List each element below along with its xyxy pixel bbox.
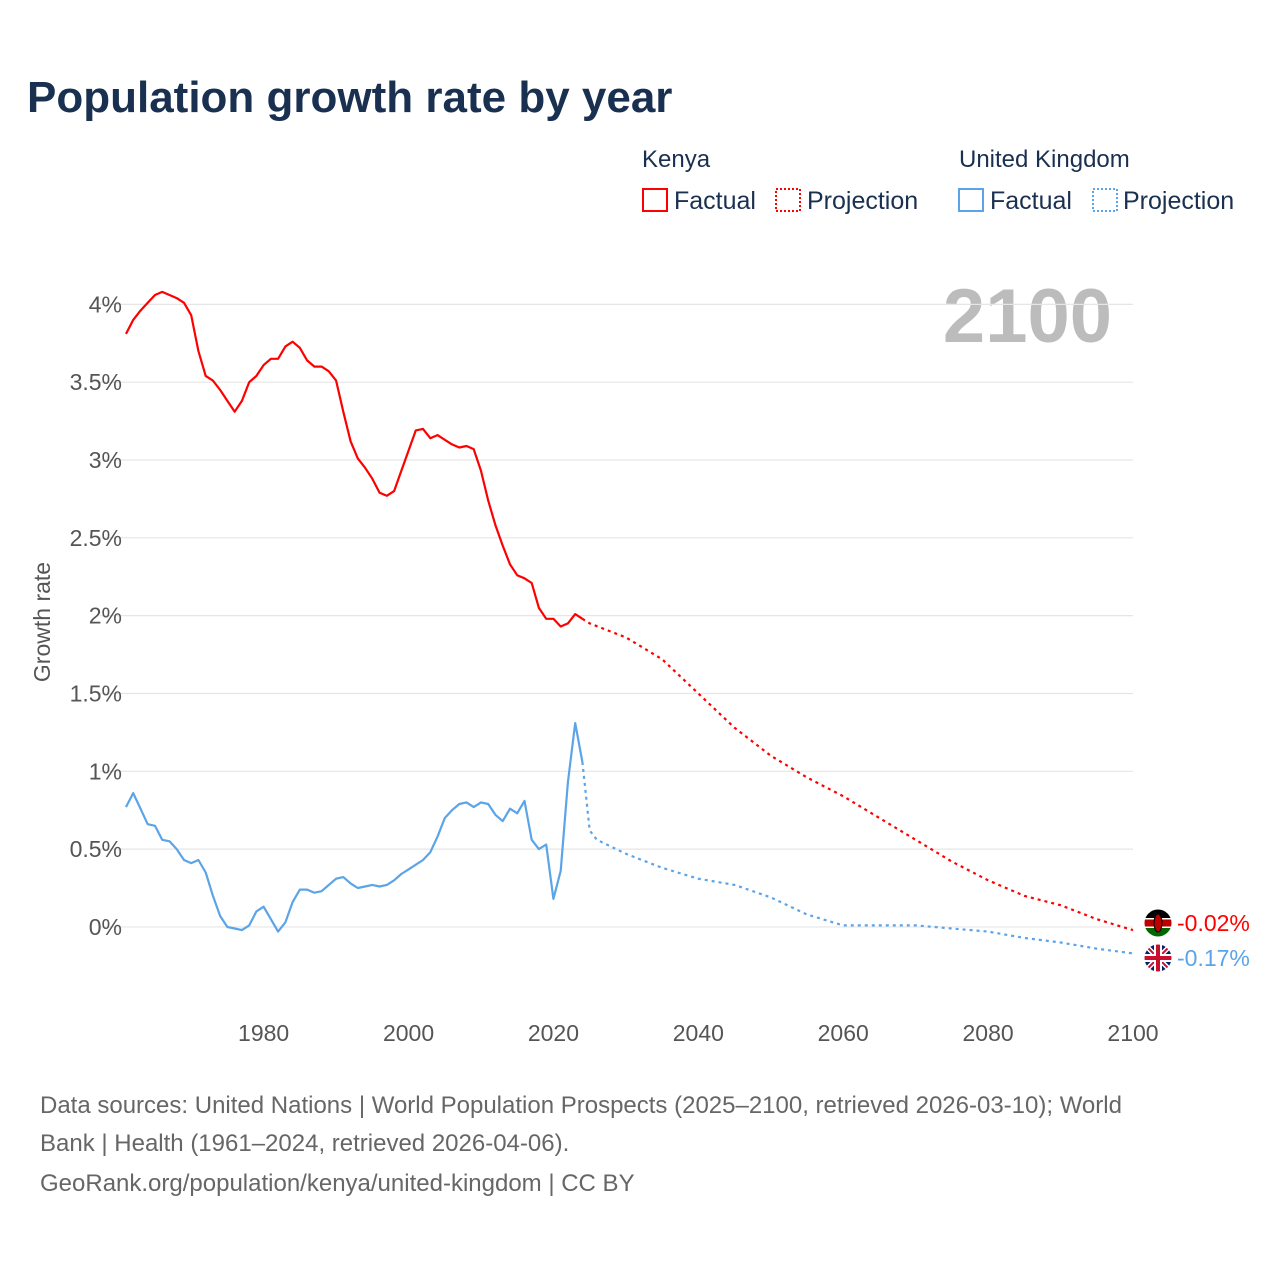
legend-uk-projection[interactable]: Projection — [1123, 187, 1234, 215]
flag-body — [1144, 909, 1172, 937]
y-tick-label: 0.5% — [70, 836, 122, 862]
legend-kenya-factual[interactable]: Factual — [674, 187, 756, 215]
y-tick-label: 2.5% — [70, 525, 122, 551]
legend-swatch-kenya-factual — [642, 188, 668, 212]
y-tick-label: 3.5% — [70, 369, 122, 395]
kenya-end-value-label: -0.02% — [1177, 910, 1250, 936]
legend: Kenya Factual Projection United Kingdom … — [642, 146, 1234, 215]
uk-end-value-label: -0.17% — [1177, 945, 1250, 971]
y-tick-label: 3% — [89, 447, 122, 473]
uk-flag-icon — [1143, 943, 1173, 973]
x-tick-label: 2060 — [818, 1020, 869, 1046]
y-tick-label: 1% — [89, 758, 122, 784]
flag-body — [1144, 944, 1172, 972]
footer-sources-line2: Bank | Health (1961–2024, retrieved 2026… — [40, 1130, 569, 1157]
footer-sources-line1: Data sources: United Nations | World Pop… — [40, 1092, 1122, 1119]
x-tick-label: 1980 — [238, 1020, 289, 1046]
x-tick-label: 2040 — [673, 1020, 724, 1046]
kenya-flag-icon — [1143, 908, 1173, 938]
flag-outline — [1143, 943, 1173, 973]
flag-outline — [1143, 908, 1173, 938]
y-axis-label: Growth rate — [29, 562, 55, 682]
legend-swatch-kenya-projection — [775, 188, 801, 212]
x-tick-label: 2100 — [1107, 1020, 1158, 1046]
chart-title: Population growth rate by year — [27, 73, 672, 122]
legend-swatch-uk-projection — [1092, 188, 1118, 212]
legend-uk-factual[interactable]: Factual — [990, 187, 1072, 215]
current-year-label: 2100 — [943, 274, 1112, 359]
legend-swatch-uk-factual — [958, 188, 984, 212]
legend-group-uk: United Kingdom — [959, 146, 1130, 173]
y-tick-label: 2% — [89, 603, 122, 629]
uk-factual-line — [125, 721, 584, 933]
flag-shield — [1153, 913, 1163, 933]
x-tick-label: 2080 — [963, 1020, 1014, 1046]
y-tick-label: 1.5% — [70, 680, 122, 706]
flag-cross-red — [1144, 944, 1172, 972]
y-tick-label: 0% — [89, 914, 122, 940]
x-tick-label: 2020 — [528, 1020, 579, 1046]
legend-kenya-projection[interactable]: Projection — [807, 187, 918, 215]
kenya-factual-line — [125, 290, 584, 628]
uk-projection-line — [581, 761, 1134, 955]
legend-group-kenya: Kenya — [642, 146, 711, 173]
x-tick-label: 2000 — [383, 1020, 434, 1046]
kenya-projection-line — [581, 617, 1134, 932]
footer-attribution-link[interactable]: GeoRank.org/population/kenya/united-king… — [40, 1170, 635, 1197]
y-tick-label: 4% — [89, 291, 122, 317]
